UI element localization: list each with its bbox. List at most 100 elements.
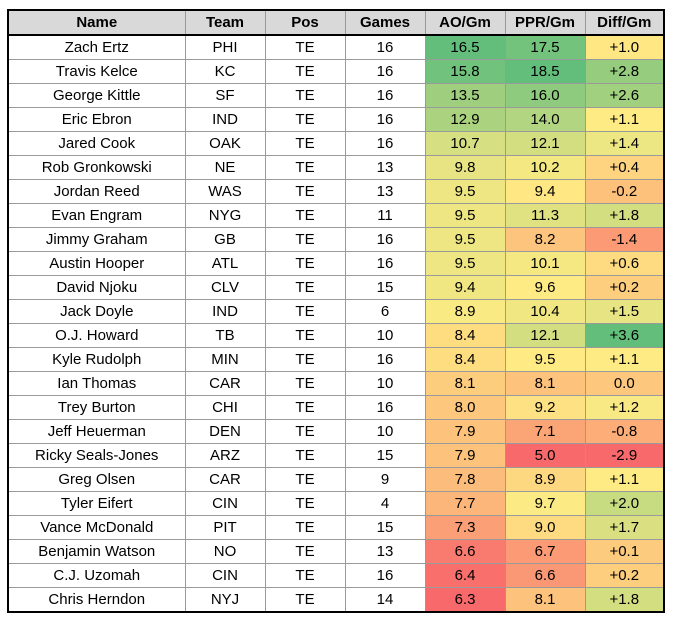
cell-diff-per-game: +1.4 — [584, 131, 665, 156]
cell-ao-per-game: 8.4 — [424, 323, 506, 348]
cell-name: Trey Burton — [7, 395, 186, 420]
table-row: Chris Herndon NYJ TE 14 6.3 8.1 +1.8 — [7, 587, 665, 613]
cell-diff-per-game: +1.8 — [584, 203, 665, 228]
cell-pos: TE — [264, 275, 346, 300]
cell-pos: TE — [264, 323, 346, 348]
cell-games: 16 — [344, 131, 426, 156]
cell-team: KC — [184, 59, 266, 84]
cell-games: 15 — [344, 443, 426, 468]
cell-games: 16 — [344, 227, 426, 252]
cell-team: CHI — [184, 395, 266, 420]
cell-team: NE — [184, 155, 266, 180]
cell-ao-per-game: 8.4 — [424, 347, 506, 372]
table-header: Name Team Pos Games AO/Gm PPR/Gm Diff/Gm — [7, 9, 665, 36]
cell-ao-per-game: 12.9 — [424, 107, 506, 132]
cell-pos: TE — [264, 155, 346, 180]
cell-ppr-per-game: 10.1 — [504, 251, 586, 276]
cell-team: PIT — [184, 515, 266, 540]
cell-team: NO — [184, 539, 266, 564]
cell-name: O.J. Howard — [7, 323, 186, 348]
cell-diff-per-game: +1.1 — [584, 347, 665, 372]
cell-pos: TE — [264, 179, 346, 204]
cell-team: CLV — [184, 275, 266, 300]
cell-pos: TE — [264, 587, 346, 613]
cell-diff-per-game: +1.1 — [584, 107, 665, 132]
cell-ao-per-game: 7.7 — [424, 491, 506, 516]
cell-team: CIN — [184, 563, 266, 588]
cell-ppr-per-game: 10.4 — [504, 299, 586, 324]
cell-games: 14 — [344, 587, 426, 613]
cell-team: CAR — [184, 371, 266, 396]
cell-diff-per-game: +1.0 — [584, 34, 665, 60]
cell-pos: TE — [264, 371, 346, 396]
cell-name: Jordan Reed — [7, 179, 186, 204]
cell-ppr-per-game: 6.6 — [504, 563, 586, 588]
cell-diff-per-game: +1.1 — [584, 467, 665, 492]
cell-games: 16 — [344, 395, 426, 420]
cell-diff-per-game: +1.5 — [584, 299, 665, 324]
cell-ao-per-game: 9.4 — [424, 275, 506, 300]
cell-ao-per-game: 7.9 — [424, 419, 506, 444]
table-row: George Kittle SF TE 16 13.5 16.0 +2.6 — [7, 83, 665, 108]
cell-pos: TE — [264, 467, 346, 492]
cell-pos: TE — [264, 107, 346, 132]
cell-games: 9 — [344, 467, 426, 492]
cell-ao-per-game: 9.8 — [424, 155, 506, 180]
cell-games: 16 — [344, 34, 426, 60]
cell-pos: TE — [264, 491, 346, 516]
cell-ppr-per-game: 8.9 — [504, 467, 586, 492]
cell-diff-per-game: -2.9 — [584, 443, 665, 468]
table-row: Kyle Rudolph MIN TE 16 8.4 9.5 +1.1 — [7, 347, 665, 372]
table-row: Jimmy Graham GB TE 16 9.5 8.2 -1.4 — [7, 227, 665, 252]
cell-ao-per-game: 8.1 — [424, 371, 506, 396]
cell-pos: TE — [264, 131, 346, 156]
table-row: David Njoku CLV TE 15 9.4 9.6 +0.2 — [7, 275, 665, 300]
cell-games: 15 — [344, 275, 426, 300]
header-ao-per-game: AO/Gm — [424, 9, 506, 36]
table-row: Evan Engram NYG TE 11 9.5 11.3 +1.8 — [7, 203, 665, 228]
cell-name: Jack Doyle — [7, 299, 186, 324]
cell-team: NYG — [184, 203, 266, 228]
table-row: O.J. Howard TB TE 10 8.4 12.1 +3.6 — [7, 323, 665, 348]
header-games: Games — [344, 9, 426, 36]
cell-name: Greg Olsen — [7, 467, 186, 492]
cell-pos: TE — [264, 347, 346, 372]
cell-diff-per-game: +0.6 — [584, 251, 665, 276]
cell-ao-per-game: 7.9 — [424, 443, 506, 468]
cell-ao-per-game: 6.3 — [424, 587, 506, 613]
cell-ppr-per-game: 14.0 — [504, 107, 586, 132]
cell-ppr-per-game: 16.0 — [504, 83, 586, 108]
cell-diff-per-game: +0.4 — [584, 155, 665, 180]
cell-team: CAR — [184, 467, 266, 492]
table-row: C.J. Uzomah CIN TE 16 6.4 6.6 +0.2 — [7, 563, 665, 588]
cell-ppr-per-game: 5.0 — [504, 443, 586, 468]
cell-name: Vance McDonald — [7, 515, 186, 540]
cell-ppr-per-game: 6.7 — [504, 539, 586, 564]
te-stats-table: Name Team Pos Games AO/Gm PPR/Gm Diff/Gm… — [7, 9, 665, 613]
cell-name: Benjamin Watson — [7, 539, 186, 564]
cell-ao-per-game: 8.9 — [424, 299, 506, 324]
cell-name: Evan Engram — [7, 203, 186, 228]
cell-ppr-per-game: 12.1 — [504, 131, 586, 156]
cell-ppr-per-game: 9.2 — [504, 395, 586, 420]
cell-ppr-per-game: 9.0 — [504, 515, 586, 540]
cell-ao-per-game: 10.7 — [424, 131, 506, 156]
cell-name: Travis Kelce — [7, 59, 186, 84]
cell-games: 13 — [344, 539, 426, 564]
cell-pos: TE — [264, 563, 346, 588]
cell-ao-per-game: 8.0 — [424, 395, 506, 420]
cell-name: Chris Herndon — [7, 587, 186, 613]
cell-ppr-per-game: 12.1 — [504, 323, 586, 348]
cell-pos: TE — [264, 203, 346, 228]
table-body: Zach Ertz PHI TE 16 16.5 17.5 +1.0 Travis Kelce… — [7, 34, 665, 613]
cell-games: 16 — [344, 563, 426, 588]
cell-ao-per-game: 9.5 — [424, 203, 506, 228]
cell-team: NYJ — [184, 587, 266, 613]
cell-ppr-per-game: 8.2 — [504, 227, 586, 252]
cell-games: 6 — [344, 299, 426, 324]
cell-pos: TE — [264, 34, 346, 60]
cell-name: Ian Thomas — [7, 371, 186, 396]
header-row: Name Team Pos Games AO/Gm PPR/Gm Diff/Gm — [7, 9, 665, 36]
table-row: Vance McDonald PIT TE 15 7.3 9.0 +1.7 — [7, 515, 665, 540]
cell-diff-per-game: +1.2 — [584, 395, 665, 420]
